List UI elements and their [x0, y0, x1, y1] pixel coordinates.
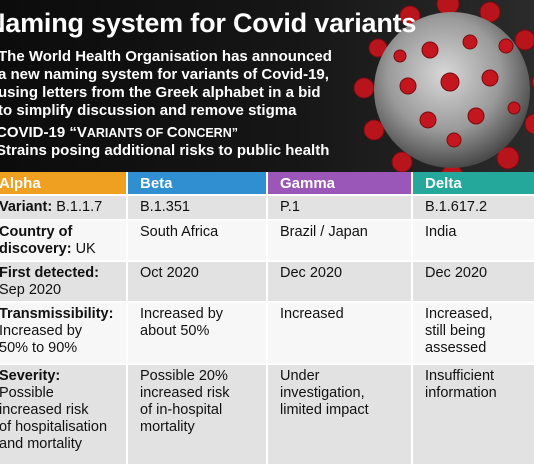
- country-label-cell: Country of discovery: UK: [0, 219, 128, 261]
- table-row: Transmissibility: Increased by 50% to 90…: [0, 301, 534, 364]
- table-cell: India: [412, 219, 534, 261]
- severity-label-cell: Severity: Possible increased risk of hos…: [0, 363, 128, 464]
- table-cell: South Africa: [127, 219, 268, 261]
- table-cell: Insufficient information: [412, 363, 534, 464]
- table-cell: Increased by about 50%: [127, 301, 268, 364]
- subheading-line-1: COVID-19 “VARIANTS OF CONCERN”: [0, 124, 238, 141]
- table-cell: Dec 2020: [412, 260, 534, 302]
- subheading: COVID-19 “VARIANTS OF CONCERN” Strains p…: [0, 124, 329, 160]
- coronavirus-illustration: [353, 0, 534, 172]
- table-row: First detected: Sep 2020 Oct 2020 Dec 20…: [0, 260, 534, 302]
- intro-line: a new naming system for variants of Covi…: [0, 66, 329, 83]
- table-cell: Increased: [267, 301, 413, 364]
- intro-text: The World Health Organisation has announ…: [0, 48, 368, 120]
- table-cell: Brazil / Japan: [267, 219, 413, 261]
- column-header-delta: Delta: [412, 172, 534, 195]
- table-row: Severity: Possible increased risk of hos…: [0, 363, 534, 464]
- page-title: Naming system for Covid variants: [0, 8, 417, 38]
- table-cell: Oct 2020: [127, 260, 268, 302]
- table-header-row: Alpha Beta Gamma Delta: [0, 172, 534, 195]
- table-row: Country of discovery: UK South Africa Br…: [0, 219, 534, 261]
- subheading-line-2: Strains posing additional risks to publi…: [0, 142, 330, 159]
- variant-label-cell: Variant: B.1.1.7: [0, 194, 128, 220]
- table-cell: Increased, still being assessed: [412, 301, 534, 364]
- intro-line: The World Health Organisation has announ…: [0, 48, 332, 65]
- column-header-beta: Beta: [127, 172, 268, 195]
- intro-line: using letters from the Greek alphabet in…: [0, 84, 321, 101]
- intro-line: to simplify discussion and remove stigma: [0, 102, 297, 119]
- header-banner: Naming system for Covid variants The Wor…: [0, 0, 534, 172]
- column-header-gamma: Gamma: [267, 172, 413, 195]
- transmissibility-label-cell: Transmissibility: Increased by 50% to 90…: [0, 301, 128, 364]
- table-cell: P.1: [267, 194, 413, 220]
- variants-table: Alpha Beta Gamma Delta Variant: B.1.1.7 …: [0, 172, 534, 464]
- table-cell: Under investigation, limited impact: [267, 363, 413, 464]
- column-header-alpha: Alpha: [0, 172, 128, 195]
- table-cell: Dec 2020: [267, 260, 413, 302]
- table-cell: Possible 20% increased risk of in-hospit…: [127, 363, 268, 464]
- table-cell: B.1.617.2: [412, 194, 534, 220]
- first-detected-label-cell: First detected: Sep 2020: [0, 260, 128, 302]
- table-row: Variant: B.1.1.7 B.1.351 P.1 B.1.617.2: [0, 194, 534, 220]
- table-cell: B.1.351: [127, 194, 268, 220]
